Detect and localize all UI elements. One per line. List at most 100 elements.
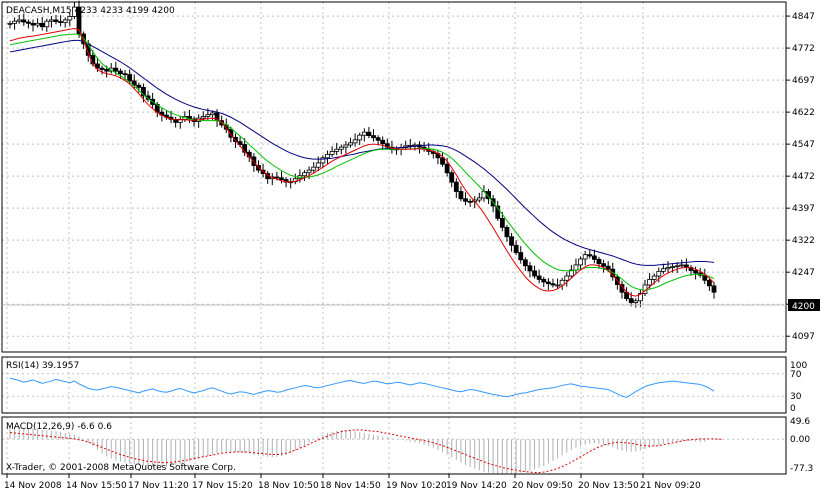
- price-label: 4097: [792, 332, 815, 342]
- candle-body: [348, 142, 353, 146]
- price-label: 4397: [792, 204, 815, 214]
- macd-level-zero: 0.00: [790, 435, 810, 445]
- time-label: 14 Nov 15:50: [66, 481, 127, 491]
- candle-body: [711, 285, 717, 293]
- ma-fast-line: [9, 27, 715, 297]
- rsi-panel-title: RSI(14) 39.1957: [6, 361, 79, 371]
- candle-body: [559, 279, 565, 286]
- candle-body: [504, 226, 510, 238]
- candle-body: [21, 19, 27, 23]
- candle-body: [449, 172, 455, 183]
- candle-body: [39, 22, 45, 28]
- candle-body: [536, 275, 542, 280]
- candle-body: [306, 169, 312, 174]
- candle-body: [228, 128, 234, 138]
- candle-body: [136, 84, 142, 88]
- candle-body: [674, 265, 680, 268]
- candle-body: [499, 218, 505, 228]
- candle-body: [564, 275, 570, 281]
- candle-body: [596, 258, 602, 265]
- candle-body: [693, 270, 698, 274]
- candle-body: [12, 20, 18, 24]
- candle-body: [251, 156, 257, 166]
- candle-body: [637, 293, 643, 302]
- candle-body: [127, 74, 133, 82]
- current-price-marker: [788, 299, 820, 311]
- price-label: 4772: [792, 44, 815, 54]
- candle-body: [329, 150, 335, 155]
- candle-body: [633, 300, 639, 303]
- candle-body: [444, 163, 450, 174]
- candle-body: [7, 22, 13, 25]
- ma-mid-line: [9, 33, 715, 291]
- candle-body: [210, 112, 215, 116]
- candle-body: [325, 153, 330, 159]
- candle-body: [541, 279, 547, 283]
- candle-body: [656, 270, 662, 277]
- candle-body: [122, 73, 128, 76]
- rsi-level-100: 100: [790, 361, 807, 371]
- main-panel-title: DEACASH,M15 4233 4233 4199 4200: [6, 6, 175, 16]
- main-panel-frame: [1, 1, 787, 353]
- candle-body: [205, 114, 211, 117]
- candle-body: [375, 137, 381, 141]
- candle-body: [568, 269, 574, 277]
- candle-body: [338, 146, 344, 150]
- candle-body: [518, 252, 524, 261]
- candle-body: [587, 254, 593, 257]
- time-label: 18 Nov 10:50: [258, 481, 319, 491]
- candle-body: [200, 115, 206, 119]
- candle-body: [311, 166, 317, 171]
- candle-body: [145, 95, 151, 100]
- price-label: 4697: [792, 76, 815, 86]
- candle-body: [706, 279, 712, 287]
- candle-body: [601, 263, 606, 267]
- candle-body: [509, 236, 514, 246]
- price-label: 4547: [792, 140, 815, 150]
- candle-body: [104, 69, 110, 72]
- time-label: 19 Nov 10:20: [386, 481, 447, 491]
- candle-body: [274, 176, 280, 179]
- candle-body: [279, 177, 284, 180]
- ma-slow-line: [9, 39, 715, 266]
- candle-body: [361, 131, 367, 136]
- candle-body: [366, 131, 372, 136]
- rsi-line: [9, 377, 715, 398]
- price-label: 4622: [792, 108, 815, 118]
- price-label: 4247: [792, 268, 815, 278]
- candle-body: [26, 21, 31, 24]
- candle-body: [141, 86, 146, 97]
- candle-body: [545, 281, 551, 285]
- macd-level-top: 49.6: [790, 417, 810, 427]
- time-label: 20 Nov 09:50: [512, 481, 573, 491]
- candle-body: [495, 205, 501, 219]
- candle-body: [113, 67, 119, 72]
- time-label: 18 Nov 14:50: [320, 481, 381, 491]
- candle-body: [108, 67, 114, 72]
- macd-panel-title: MACD(12,26,9) -6.6 0.6: [6, 422, 112, 432]
- time-label: 14 Nov 2008: [4, 481, 62, 491]
- candle-body: [665, 267, 671, 270]
- macd-level-bottom: -77.3: [790, 464, 813, 474]
- time-label: 21 Nov 09:20: [640, 481, 701, 491]
- candle-body: [670, 266, 675, 269]
- price-label: 4322: [792, 236, 815, 246]
- candle-body: [550, 283, 556, 286]
- candle-body: [513, 244, 519, 253]
- rsi-level-0: 0: [790, 404, 796, 414]
- candle-body: [72, 6, 77, 17]
- candle-body: [467, 200, 473, 203]
- candle-body: [651, 275, 657, 280]
- candle-body: [53, 19, 59, 23]
- candle-body: [573, 264, 579, 271]
- candle-body: [16, 19, 22, 22]
- candle-body: [380, 139, 386, 145]
- candle-body: [35, 22, 41, 26]
- candle-body: [660, 268, 666, 272]
- candle-body: [67, 16, 73, 21]
- candle-body: [233, 136, 238, 142]
- candle-body: [99, 67, 105, 70]
- rsi-grid: [2, 357, 786, 413]
- candle-body: [522, 259, 528, 267]
